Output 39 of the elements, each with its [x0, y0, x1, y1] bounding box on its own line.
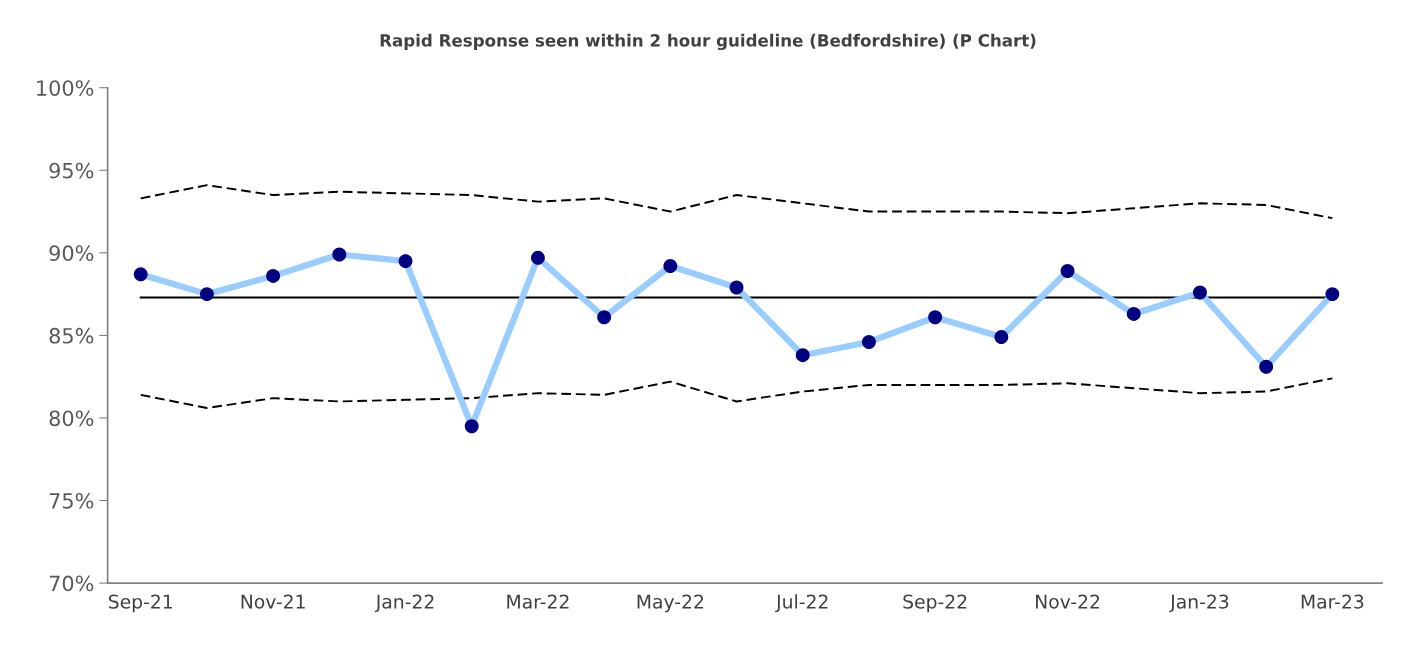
chart-title: Rapid Response seen within 2 hour guideline (Bedfordshire) (P Chart) — [380, 33, 1036, 51]
y-tick-label: 80% — [49, 410, 94, 427]
point — [1325, 287, 1340, 302]
point — [133, 267, 148, 282]
line-series — [139, 377, 1334, 410]
point — [332, 247, 347, 262]
point — [1193, 285, 1207, 300]
x-tick-label: Mar-23 — [1301, 594, 1364, 609]
y-tick-label: 100% — [37, 80, 94, 96]
point — [795, 348, 810, 363]
point — [530, 250, 545, 265]
point — [663, 259, 678, 273]
x-tick-label: Jan-22 — [374, 594, 434, 613]
point — [928, 310, 943, 325]
point — [398, 254, 413, 269]
point — [464, 419, 479, 434]
point — [597, 310, 612, 325]
x-tick-label: Nov-21 — [241, 594, 305, 609]
y-tick-label: 70% — [49, 575, 94, 592]
x-tick-label: Nov-22 — [1036, 594, 1100, 609]
point — [862, 335, 876, 349]
x-tick-label: Sep-21 — [108, 594, 172, 613]
point — [199, 287, 214, 302]
x-tick-label: May-22 — [637, 594, 703, 613]
point — [1126, 306, 1141, 321]
point — [994, 330, 1009, 344]
point — [1259, 359, 1274, 374]
x-tick-label: Mar-22 — [507, 594, 569, 609]
x-tick-label: Jul-22 — [775, 594, 828, 613]
x-tick-label: Jan-23 — [1169, 594, 1229, 613]
line-series — [139, 184, 1334, 220]
y-tick-label: 75% — [49, 492, 94, 509]
y-tick-label: 95% — [49, 162, 94, 179]
y-tick-label: 90% — [49, 245, 94, 262]
y-tick-label: 85% — [49, 327, 94, 344]
point — [266, 269, 281, 283]
x-tick-label: Sep-22 — [903, 594, 967, 613]
point — [1060, 264, 1075, 278]
point — [729, 280, 744, 295]
